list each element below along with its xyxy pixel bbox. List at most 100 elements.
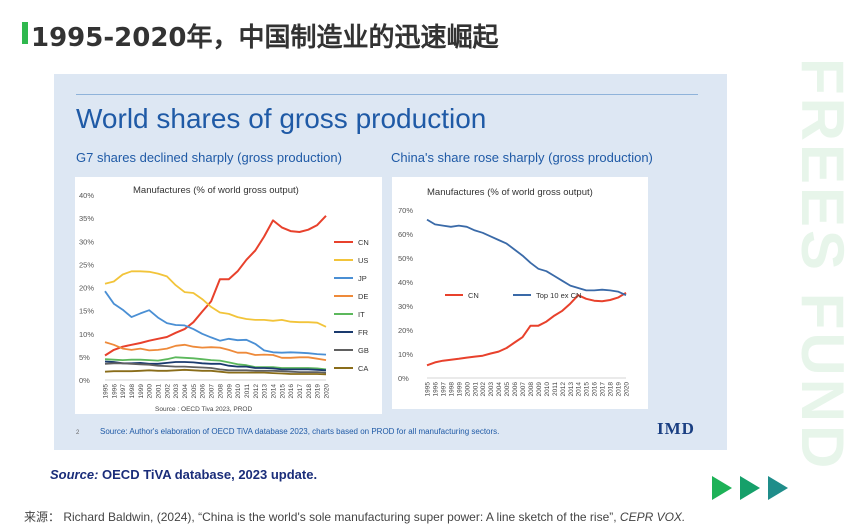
arrow-icon-1 <box>712 476 732 500</box>
series-line-ca <box>104 368 327 376</box>
x-tick-label: 1995 <box>425 382 432 397</box>
chart-source-note: Source : OECD Tiva 2023, PROD <box>155 406 252 413</box>
slide-title: World shares of gross production <box>76 103 487 134</box>
arrow-icon-2 <box>740 476 760 500</box>
y-tick-label: 25% <box>79 260 94 269</box>
legend-label-jp: JP <box>358 274 367 283</box>
y-tick-label: 40% <box>79 191 94 200</box>
slide-footnote: Source: Author's elaboration of OECD TiV… <box>100 427 500 436</box>
x-tick-label: 2005 <box>504 382 511 397</box>
legend-label-gb: GB <box>358 346 369 355</box>
x-tick-label: 2007 <box>520 382 527 397</box>
x-tick-label: 2014 <box>270 384 277 399</box>
x-tick-label: 2019 <box>616 382 623 397</box>
x-tick-label: 2003 <box>488 382 495 397</box>
x-tick-label: 2016 <box>288 384 295 399</box>
x-tick-label: 1998 <box>129 384 136 399</box>
y-tick-label: 0% <box>398 374 409 383</box>
y-tick-label: 30% <box>79 237 94 246</box>
x-tick-label: 2010 <box>544 382 551 397</box>
chart-title: Manufactures (% of world gross output) <box>133 185 299 196</box>
x-tick-label: 1997 <box>440 382 447 397</box>
y-tick-label: 35% <box>79 214 94 223</box>
x-tick-label: 2011 <box>552 382 559 396</box>
x-tick-label: 2002 <box>480 382 487 397</box>
imd-logo: IMD <box>657 419 695 438</box>
g7-shares-chart: Manufactures (% of world gross output) 0%… <box>79 185 369 413</box>
x-tick-label: 2007 <box>209 384 216 399</box>
x-tick-label: 2006 <box>512 382 519 397</box>
x-tick-label: 1996 <box>111 384 118 399</box>
x-tick-label: 2009 <box>536 382 543 397</box>
legend-label-it: IT <box>358 310 365 319</box>
y-tick-label: 20% <box>398 326 413 335</box>
legend-label-cn: CN <box>468 291 479 300</box>
legend-label-fr: FR <box>358 328 369 337</box>
x-tick-label: 2018 <box>306 384 313 399</box>
series-line-cn <box>426 291 627 367</box>
x-tick-label: 2005 <box>191 384 198 399</box>
y-tick-label: 50% <box>398 254 413 263</box>
x-tick-label: 2001 <box>472 382 479 397</box>
series-line-top-10-ex-cn <box>426 218 627 297</box>
x-tick-label: 2020 <box>624 382 631 397</box>
slide-page-number: 2 <box>76 430 80 436</box>
y-tick-label: 10% <box>79 330 94 339</box>
legend-label-top-10-ex-cn: Top 10 ex CN <box>536 291 581 300</box>
china-chart-panel: Manufactures (% of world gross output) 0%… <box>392 177 648 409</box>
x-tick-label: 2013 <box>568 382 575 397</box>
x-tick-label: 2012 <box>253 384 260 399</box>
x-tick-label: 2013 <box>262 384 269 399</box>
slide-rule <box>76 94 698 95</box>
x-tick-label: 2002 <box>164 384 171 399</box>
y-tick-label: 30% <box>398 302 413 311</box>
slide: World shares of gross production G7 shar… <box>54 74 727 450</box>
x-tick-label: 1998 <box>448 382 455 397</box>
citation-text: Richard Baldwin, (2024), “China is the w… <box>60 510 620 524</box>
legend-label-ca: CA <box>358 364 368 373</box>
x-tick-label: 2017 <box>600 382 607 397</box>
series-line-us <box>104 270 327 328</box>
left-subtitle: G7 shares declined sharply (gross produc… <box>76 150 342 165</box>
x-tick-label: 2009 <box>226 384 233 399</box>
citation-prefix: 来源： <box>24 510 61 524</box>
x-tick-label: 2008 <box>217 384 224 399</box>
series-line-gb <box>104 362 327 374</box>
legend-label-de: DE <box>358 292 368 301</box>
chart-title: Manufactures (% of world gross output) <box>427 187 593 198</box>
x-tick-label: 1995 <box>103 384 110 399</box>
series-line-de <box>104 341 327 361</box>
legend-label-cn: CN <box>358 238 369 247</box>
y-tick-label: 0% <box>79 376 90 385</box>
x-tick-label: 2004 <box>182 384 189 399</box>
y-tick-label: 15% <box>79 307 94 316</box>
citation: 来源： Richard Baldwin, (2024), “China is t… <box>24 508 685 525</box>
x-tick-label: 1996 <box>432 382 439 397</box>
arrow-icon-3 <box>768 476 788 500</box>
next-arrows[interactable] <box>712 476 792 500</box>
x-tick-label: 2011 <box>244 384 251 398</box>
y-tick-label: 5% <box>79 353 90 362</box>
y-tick-label: 40% <box>398 278 413 287</box>
right-subtitle: China's share rose sharply (gross produc… <box>391 150 653 165</box>
page-title: 1995-2020年，中国制造业的迅速崛起 <box>31 23 499 53</box>
x-tick-label: 1999 <box>456 382 463 397</box>
x-tick-label: 2016 <box>592 382 599 397</box>
x-tick-label: 1999 <box>138 384 145 399</box>
x-tick-label: 2000 <box>464 382 471 397</box>
source-line: Source: OECD TiVA database, 2023 update. <box>50 467 317 482</box>
g7-chart-panel: Manufactures (% of world gross output) 0%… <box>75 177 382 414</box>
x-tick-label: 2004 <box>496 382 503 397</box>
source-text: OECD TiVA database, 2023 update. <box>98 467 318 482</box>
x-tick-label: 2018 <box>608 382 615 397</box>
x-tick-label: 2003 <box>173 384 180 399</box>
y-tick-label: 60% <box>398 230 413 239</box>
watermark: FREES FUND <box>789 58 850 471</box>
y-tick-label: 20% <box>79 284 94 293</box>
x-tick-label: 2008 <box>528 382 535 397</box>
x-tick-label: 2017 <box>297 384 304 399</box>
china-share-chart: Manufactures (% of world gross output) 0%… <box>398 187 631 397</box>
x-tick-label: 1997 <box>120 384 127 399</box>
x-tick-label: 2012 <box>560 382 567 397</box>
series-line-it <box>104 356 327 371</box>
